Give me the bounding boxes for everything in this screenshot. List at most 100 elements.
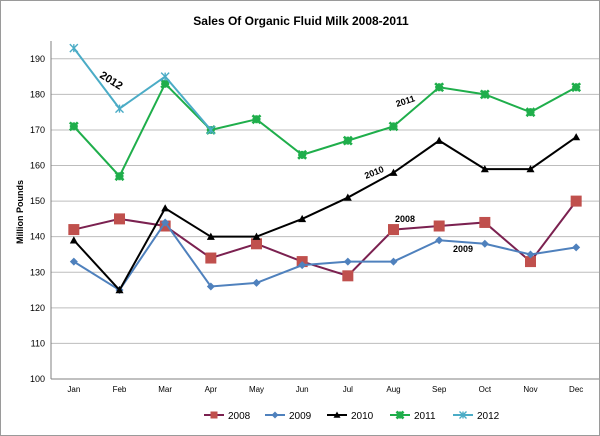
x-tick-label-may: May [249,385,264,394]
legend-label-2009: 2009 [289,411,312,422]
legend-label-2011: 2011 [414,411,436,422]
data-point-2011-jun [297,149,308,160]
x-tick-label-nov: Nov [523,385,537,394]
data-point-2008-oct [479,216,491,228]
data-point-2010-aug [389,168,398,176]
data-point-2010-nov [526,165,535,173]
data-point-2010-oct [480,165,489,173]
data-point-2008-feb [114,213,125,225]
data-point-2010-may [252,232,261,240]
legend-label-2012: 2012 [477,411,500,422]
data-point-2009-aug [389,257,398,266]
data-point-2009-may [252,278,261,287]
y-tick-label-140: 140 [30,232,45,242]
data-point-2011-aug [388,121,399,132]
data-point-2010-jun [298,214,307,223]
series-line-2011 [73,81,577,178]
x-tick-label-jul: Jul [343,385,353,394]
data-point-2012-jan [69,43,79,53]
data-point-2008-aug [388,224,399,236]
y-axis-label: Million Pounds [15,180,25,244]
gridlines [51,58,599,344]
y-tick-label-130: 130 [30,267,45,277]
data-point-2008-jul [342,270,354,282]
data-point-2009-jun [298,261,307,270]
data-point-2011-may [251,114,262,125]
x-tick-label-feb: Feb [113,385,127,394]
legend-label-2008: 2008 [228,411,251,422]
series-line-2010 [73,136,577,292]
legend-marker-2010 [333,411,341,418]
legend-marker-2009 [271,411,279,419]
y-tick-label-190: 190 [30,54,45,64]
legend-label-2010: 2010 [351,411,374,422]
series-lines [68,43,582,295]
x-tick-label-oct: Oct [479,385,492,394]
series-line-2012 [73,47,212,131]
data-point-2009-dec [572,243,581,252]
annotation-2011: 2011 [395,93,417,109]
data-point-2010-dec [572,133,581,141]
data-point-2011-jul [342,135,353,146]
legend-marker-2008 [210,411,218,419]
x-tick-label-mar: Mar [158,385,172,394]
data-point-2011-mar [160,78,171,89]
data-point-2012-feb [115,104,124,114]
legend: 2008 2009 2010 2011 2012 [204,410,500,422]
data-point-2008-sep [433,220,445,232]
series-2011 [68,78,582,182]
y-tick-label-170: 170 [30,125,45,135]
data-point-2010-jul [343,193,352,201]
data-point-2010-jan [69,236,78,244]
annotation-2012: 2012 [97,69,124,92]
data-point-2008-apr [205,252,217,264]
axes: 100 110 120 130 140 150 160 170 180 190 Jan Feb Mar A… [30,41,599,394]
series-2010 [69,133,581,294]
x-tick-label-dec: Dec [569,385,583,394]
data-point-2008-jan [68,224,80,236]
data-point-2008-nov [525,256,536,268]
data-point-2011-sep [434,82,445,93]
y-tick-label-180: 180 [30,89,45,99]
y-tick-label-110: 110 [31,338,45,348]
data-point-2008-may [251,238,262,250]
data-point-2011-jan [68,121,79,132]
x-tick-label-aug: Aug [386,385,400,394]
data-point-2011-feb [114,171,125,182]
y-tick-label-160: 160 [30,161,45,171]
data-point-2012-apr [206,125,216,135]
legend-marker-2012 [459,411,467,419]
y-tick-label-150: 150 [30,196,45,206]
x-tick-label-jun: Jun [296,385,309,394]
data-point-2009-jan [69,257,78,266]
data-point-2008-dec [570,195,582,207]
data-point-2010-apr [206,232,215,240]
data-point-2010-sep [435,136,444,144]
y-tick-label-120: 120 [30,303,45,313]
data-point-2010-mar [161,204,170,212]
data-point-2012-mar [160,72,170,82]
annotation-2009: 2009 [453,244,473,254]
series-line-2009 [73,220,577,292]
chart-title: Sales Of Organic Fluid Milk 2008-2011 [193,14,409,28]
data-point-2011-dec [571,82,582,93]
x-tick-label-apr: Apr [205,385,218,394]
data-point-2011-nov [525,107,536,118]
data-point-2009-nov [526,250,535,259]
data-point-2010-feb [115,286,124,294]
data-point-2011-oct [479,89,490,100]
series-2012 [69,43,216,135]
x-tick-label-jan: Jan [67,385,80,394]
series-line-2008 [73,200,577,277]
data-point-2009-oct [480,239,489,248]
data-point-2009-sep [435,236,444,245]
annotation-2008: 2008 [395,214,415,224]
data-point-2009-apr [206,282,215,291]
data-point-2009-mar [161,218,170,227]
legend-marker-2011 [395,410,405,420]
data-point-2009-jul [343,257,352,266]
y-tick-label-100: 100 [30,374,45,384]
series-2009 [69,218,581,295]
